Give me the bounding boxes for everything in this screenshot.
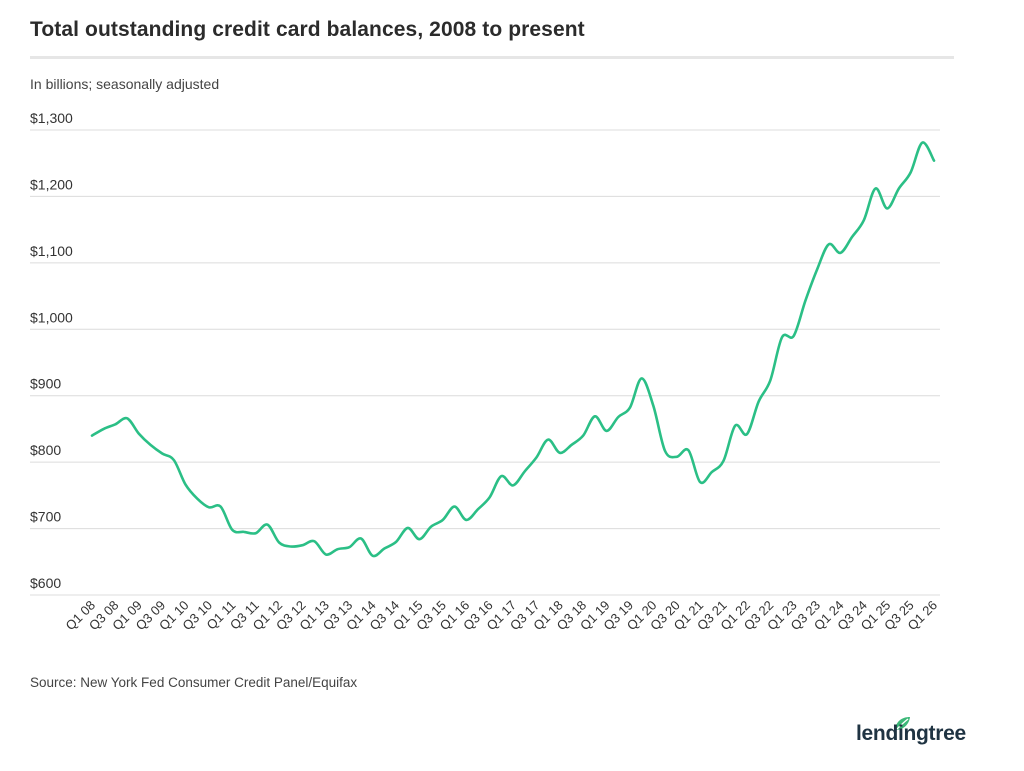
- brand-logo: lendingtree: [856, 722, 966, 745]
- y-tick-label: $900: [30, 376, 61, 392]
- title-divider: [30, 56, 954, 59]
- grid-lines: [30, 129, 940, 596]
- chart-title: Total outstanding credit card balances, …: [30, 18, 585, 41]
- y-tick-label: $1,000: [30, 309, 73, 325]
- y-tick-label: $700: [30, 509, 61, 525]
- y-axis-ticks: $600 $700 $800 $900 $1,000 $1,100 $1,200 $1,300: [30, 110, 73, 591]
- line-chart: $600 $700 $800 $900 $1,000 $1,100 $1,200 $1,300…: [30, 110, 940, 634]
- y-tick-label: $1,100: [30, 243, 73, 259]
- chart-subtitle: In billions; seasonally adjusted: [30, 76, 220, 92]
- leaf-logo-icon: [895, 717, 910, 730]
- y-tick-label: $600: [30, 575, 61, 591]
- y-tick-label: $1,300: [30, 110, 73, 126]
- y-tick-label: $800: [30, 442, 61, 458]
- source-note: Source: New York Fed Consumer Credit Pan…: [30, 675, 358, 690]
- y-tick-label: $1,200: [30, 176, 73, 192]
- series-layer: [90, 141, 936, 558]
- balance-series-line: [90, 141, 936, 558]
